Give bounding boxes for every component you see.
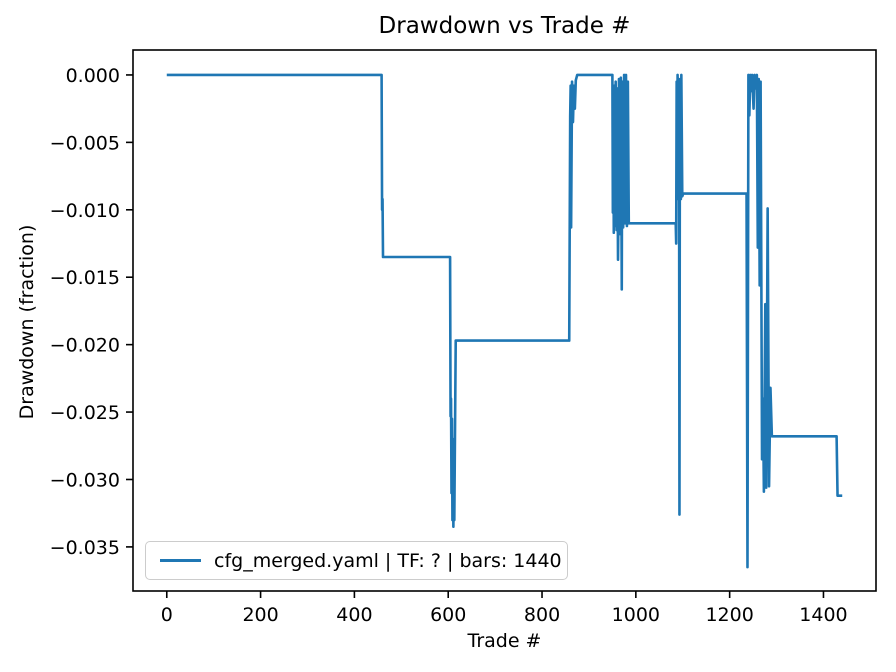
y-tick-label: −0.015: [50, 267, 120, 289]
legend-box: cfg_merged.yaml | TF: ? | bars: 1440: [145, 541, 568, 580]
y-tick-label: −0.010: [50, 200, 120, 222]
legend-label: cfg_merged.yaml | TF: ? | bars: 1440: [214, 549, 562, 572]
x-tick-label: 0: [161, 604, 173, 626]
x-tick-label: 1200: [705, 604, 753, 626]
drawdown-line: [166, 73, 843, 569]
x-axis-label: Trade #: [467, 630, 542, 652]
y-tick-label: −0.035: [50, 537, 120, 559]
legend-line-sample-icon: [160, 559, 201, 562]
y-tick-label: −0.030: [50, 469, 120, 491]
y-axis-label: Drawdown (fraction): [16, 224, 38, 420]
y-tick-label: −0.005: [50, 132, 120, 154]
y-tick-label: −0.020: [50, 335, 120, 357]
x-tick-label: 1000: [612, 604, 660, 626]
x-tick-label: 400: [336, 604, 372, 626]
x-tick-label: 200: [242, 604, 278, 626]
x-tick-label: 1400: [799, 604, 847, 626]
y-tick-label: −0.025: [50, 402, 120, 424]
x-tick-label: 600: [430, 604, 466, 626]
x-tick-label: 800: [524, 604, 560, 626]
axes-spines: [132, 49, 877, 592]
y-tick-label: 0.000: [66, 65, 120, 87]
chart-title: Drawdown vs Trade #: [378, 13, 631, 39]
